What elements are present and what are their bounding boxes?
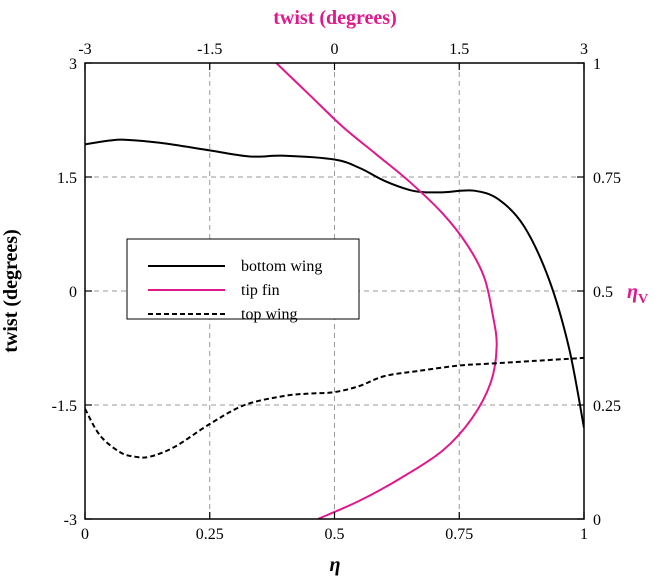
right-axis-title: ηV <box>627 281 648 307</box>
tick-label-bottom: 0.25 <box>196 526 224 543</box>
right-axis-title-sub: V <box>638 292 648 307</box>
legend-box <box>126 238 360 320</box>
tick-label-top: -1.5 <box>197 41 222 58</box>
series-layer <box>85 63 584 519</box>
legend: bottom wing tip fin top wing <box>126 238 360 323</box>
tick-label-bottom: 1 <box>580 526 588 543</box>
tick-label-top: 1.5 <box>449 41 469 58</box>
right-axis-title-main: η <box>627 281 638 303</box>
tick-label-right: 0.5 <box>593 284 613 301</box>
tick-label-bottom: 0.5 <box>325 526 345 543</box>
tick-layer: 0 0.25 0.5 0.75 1-3-1.501.53-3 -1.5 0 1.5 300.25… <box>52 41 621 543</box>
tick-label-left: -1.5 <box>52 398 77 415</box>
legend-label-bottom-wing: bottom wing <box>241 258 322 275</box>
tick-label-right: 0.25 <box>593 398 621 415</box>
top-axis-title: twist (degrees) <box>273 7 396 29</box>
bottom-axis-title: η <box>330 554 341 576</box>
series-line-bottom-wing <box>85 138 584 428</box>
tick-label-right: 0 <box>593 512 601 529</box>
tick-label-top: 0 <box>331 41 339 58</box>
series-line-top-wing <box>85 356 584 459</box>
left-axis-title: twist (degrees) <box>0 229 22 352</box>
tick-label-left: 3 <box>69 56 77 73</box>
tick-label-bottom: 0.75 <box>445 526 473 543</box>
tick-label-top: -3 <box>78 41 91 58</box>
tick-label-top: 3 <box>580 41 588 58</box>
legend-label-top-wing: top wing <box>241 306 297 323</box>
tick-label-bottom: 0 <box>81 526 89 543</box>
tick-label-left: 1.5 <box>57 170 77 187</box>
tick-label-left: 0 <box>69 284 77 301</box>
legend-label-tip-fin: tip fin <box>241 282 280 299</box>
series-line-tip-fin <box>275 63 498 519</box>
tick-label-left: -3 <box>64 512 77 529</box>
tick-label-right: 1 <box>593 56 601 73</box>
tick-label-right: 0.75 <box>593 170 621 187</box>
